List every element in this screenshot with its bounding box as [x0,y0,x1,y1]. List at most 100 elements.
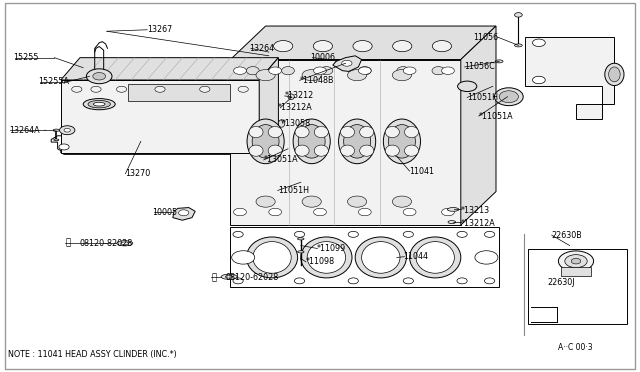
Bar [561,267,591,276]
Bar [128,84,230,101]
Ellipse shape [495,60,503,63]
Circle shape [200,86,210,92]
Polygon shape [51,136,269,154]
Polygon shape [230,26,496,60]
Ellipse shape [282,67,294,75]
Circle shape [348,70,367,81]
Ellipse shape [358,67,371,75]
Circle shape [294,278,305,284]
Ellipse shape [360,145,374,156]
Circle shape [457,231,467,237]
Circle shape [93,73,106,80]
Ellipse shape [432,67,445,75]
Polygon shape [333,56,362,71]
Ellipse shape [499,91,518,103]
Text: *13051A: *13051A [264,155,298,164]
Ellipse shape [314,41,333,52]
Ellipse shape [301,237,352,278]
Ellipse shape [362,242,400,273]
Ellipse shape [340,126,355,138]
Ellipse shape [410,237,461,278]
Polygon shape [525,37,614,119]
Circle shape [392,70,412,81]
Circle shape [116,86,127,92]
Ellipse shape [404,145,419,156]
Ellipse shape [252,125,279,158]
Text: *11099: *11099 [317,244,346,253]
Ellipse shape [340,145,355,156]
Text: 15255: 15255 [13,53,38,62]
Circle shape [232,251,255,264]
Ellipse shape [385,145,399,156]
Ellipse shape [355,237,406,278]
Circle shape [442,208,454,216]
Circle shape [256,196,275,207]
Bar [528,249,627,324]
Circle shape [60,126,75,135]
Circle shape [403,67,416,74]
Circle shape [91,86,101,92]
Ellipse shape [383,119,420,164]
Text: *13212: *13212 [285,92,314,100]
Ellipse shape [247,119,284,164]
Circle shape [457,278,467,284]
Ellipse shape [339,119,376,164]
Ellipse shape [88,100,111,108]
Circle shape [484,278,495,284]
Ellipse shape [448,221,456,224]
Ellipse shape [447,208,459,211]
Text: 10005: 10005 [152,208,177,217]
Ellipse shape [225,275,233,278]
Ellipse shape [344,125,371,158]
Circle shape [86,69,112,84]
Circle shape [64,128,70,132]
Circle shape [269,67,282,74]
Circle shape [403,278,413,284]
Ellipse shape [117,241,133,246]
Ellipse shape [416,242,454,273]
Circle shape [348,196,367,207]
Ellipse shape [397,67,410,75]
Circle shape [302,196,321,207]
Circle shape [233,278,243,284]
Circle shape [515,13,522,17]
Ellipse shape [353,41,372,52]
Ellipse shape [307,242,346,273]
Ellipse shape [278,120,285,127]
Text: *11048B: *11048B [300,76,334,85]
Polygon shape [230,227,499,287]
Text: 13264A: 13264A [9,126,40,135]
Ellipse shape [298,251,304,253]
Circle shape [403,231,413,237]
Ellipse shape [495,88,524,106]
Text: 11051H: 11051H [278,186,308,195]
Polygon shape [259,58,278,153]
Ellipse shape [298,125,325,158]
Circle shape [442,67,454,74]
Ellipse shape [221,274,237,279]
Circle shape [302,70,321,81]
Ellipse shape [314,126,328,138]
Ellipse shape [558,251,594,272]
Circle shape [358,67,371,74]
Circle shape [155,86,165,92]
Circle shape [532,39,545,46]
Ellipse shape [246,67,259,75]
Circle shape [179,210,189,216]
Text: 15255A: 15255A [38,77,69,86]
Circle shape [403,208,416,216]
Text: *13212A: *13212A [461,219,495,228]
Polygon shape [61,80,259,153]
Circle shape [294,231,305,237]
Ellipse shape [392,41,412,52]
Circle shape [475,251,498,264]
Circle shape [59,144,69,150]
Text: 08120-82028: 08120-82028 [79,239,132,248]
Circle shape [314,208,326,216]
Ellipse shape [293,119,330,164]
Circle shape [484,231,495,237]
Ellipse shape [432,41,451,52]
Text: 10006: 10006 [310,53,335,62]
Circle shape [314,67,326,74]
Polygon shape [461,26,496,225]
